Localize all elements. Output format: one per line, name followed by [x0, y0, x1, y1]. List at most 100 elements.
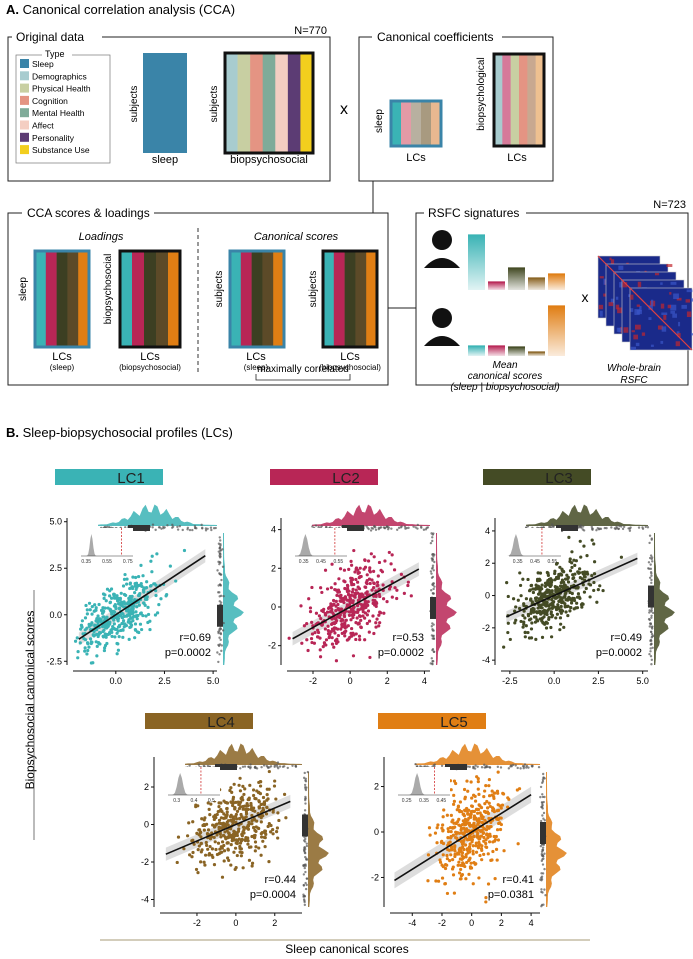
- data-point: [484, 841, 488, 846]
- data-point: [523, 616, 527, 620]
- data-point: [141, 574, 145, 578]
- right-rug-point: [305, 842, 308, 845]
- matrix-column: [225, 53, 238, 153]
- right-rug-point: [433, 560, 436, 564]
- data-point: [105, 587, 110, 591]
- right-rug-point: [651, 560, 654, 563]
- data-point: [220, 840, 225, 844]
- data-point: [252, 793, 256, 798]
- data-point: [406, 580, 410, 584]
- data-point: [211, 823, 215, 827]
- data-point: [260, 835, 264, 839]
- data-point: [540, 595, 544, 599]
- data-point: [374, 604, 378, 608]
- data-point: [486, 836, 490, 840]
- legend-swatch: [20, 145, 29, 155]
- data-point: [472, 821, 476, 825]
- data-point: [196, 804, 200, 808]
- data-point: [93, 623, 97, 627]
- data-point: [433, 831, 438, 835]
- data-point: [573, 572, 577, 576]
- rsfc-title: RSFC signatures: [428, 206, 519, 220]
- data-point: [324, 613, 328, 617]
- data-point: [550, 578, 554, 583]
- data-point: [568, 609, 572, 613]
- top-rug-point: [262, 764, 266, 767]
- matrix-column: [251, 251, 263, 347]
- data-point: [490, 858, 494, 862]
- inset-tick-label: 0.55: [547, 559, 557, 565]
- data-point: [354, 588, 358, 592]
- top-rug-point: [628, 527, 631, 530]
- data-point: [372, 581, 376, 586]
- coef-bio-matrix: [492, 52, 546, 148]
- x-tick-label: 2: [499, 918, 504, 928]
- data-point: [537, 592, 541, 596]
- data-point: [330, 622, 334, 626]
- data-point: [246, 823, 250, 828]
- data-point: [462, 831, 467, 835]
- load-sleep-sub-label: (sleep): [50, 363, 75, 372]
- data-point: [342, 613, 346, 617]
- data-point: [91, 661, 95, 665]
- legend-label: Substance Use: [32, 145, 90, 155]
- data-point: [372, 555, 376, 559]
- coef-bio-row-label: biopsychological: [476, 57, 487, 130]
- data-point: [521, 613, 525, 618]
- data-point: [192, 842, 196, 846]
- rsfc-cell: [660, 282, 663, 285]
- data-point: [248, 783, 252, 787]
- original-data-box: Original data N=770 Type SleepDemographi…: [7, 25, 331, 182]
- data-point: [494, 847, 499, 851]
- data-point: [357, 634, 362, 638]
- top-rug-point: [610, 526, 613, 529]
- data-point: [237, 803, 241, 807]
- data-point: [108, 594, 112, 598]
- rsfc-cell: [619, 282, 624, 288]
- data-point: [409, 594, 413, 598]
- inset-tick-label: 0.3: [173, 798, 180, 804]
- data-point: [250, 818, 254, 823]
- data-point: [523, 635, 527, 639]
- right-rug-point: [649, 655, 653, 658]
- rsfc-cell: [691, 298, 693, 302]
- data-point: [254, 829, 258, 833]
- rsfc-cell: [634, 309, 640, 316]
- matrix-column: [421, 101, 432, 146]
- rsfc-cell: [599, 310, 603, 317]
- data-point: [375, 617, 379, 621]
- loadings-bio-matrix: [118, 249, 182, 349]
- data-point: [368, 581, 372, 586]
- data-point: [592, 580, 596, 585]
- data-point: [601, 588, 605, 593]
- data-point: [569, 601, 574, 605]
- data-point: [557, 595, 561, 599]
- data-point: [324, 643, 328, 647]
- data-point: [117, 634, 121, 639]
- top-rug-point: [247, 765, 250, 768]
- data-point: [476, 820, 480, 824]
- top-rug-point: [605, 526, 608, 530]
- data-point: [121, 635, 125, 639]
- canonical-scores-title: Canonical scores: [254, 231, 339, 243]
- data-point: [498, 827, 503, 832]
- rsfc-matrix-stack: [597, 255, 693, 351]
- data-point: [349, 618, 353, 622]
- data-point: [441, 865, 445, 869]
- data-point: [229, 863, 233, 867]
- data-point: [442, 808, 446, 812]
- matrix-column: [78, 251, 90, 347]
- score-sleep-col-label: LCs: [246, 351, 266, 363]
- data-point: [122, 577, 127, 581]
- data-point: [219, 845, 223, 849]
- data-point: [543, 603, 547, 607]
- data-point: [109, 596, 114, 600]
- data-point: [465, 779, 469, 783]
- data-point: [273, 779, 277, 783]
- rsfc-cell: [634, 324, 641, 330]
- right-rug-point: [647, 617, 651, 621]
- data-point: [521, 625, 525, 629]
- data-point: [253, 840, 258, 844]
- data-point: [182, 548, 187, 553]
- right-rug-point: [219, 553, 222, 556]
